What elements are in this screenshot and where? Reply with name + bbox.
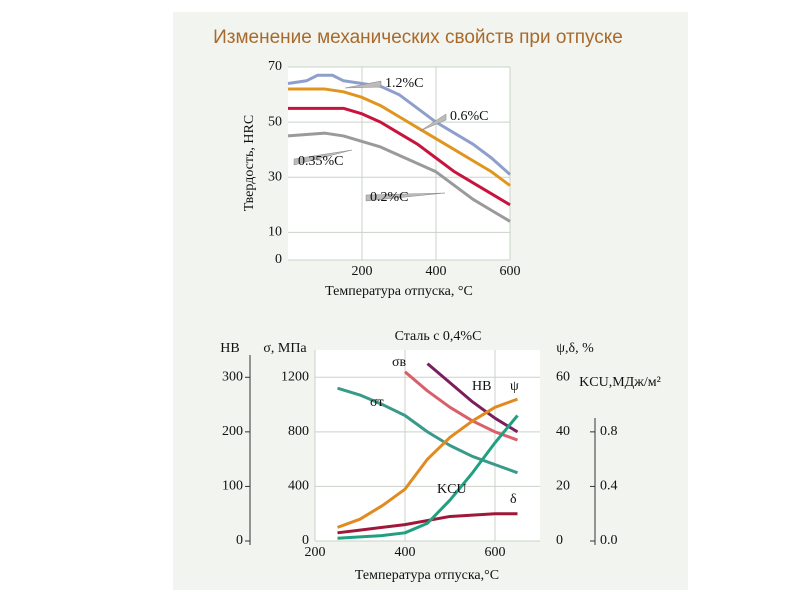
series-label: 0.35%C xyxy=(298,154,344,169)
chart-title: Сталь с 0,4%С xyxy=(395,329,482,344)
y-tick-label: 0 xyxy=(556,533,563,548)
series-line xyxy=(404,370,519,442)
series-label: 0.2%C xyxy=(370,190,409,205)
series-label: 1.2%C xyxy=(385,76,424,91)
series-line xyxy=(287,131,511,223)
x-tick-label: 200 xyxy=(352,264,373,279)
series-line xyxy=(337,512,518,535)
series-label: HB xyxy=(472,379,491,394)
series-label: σв xyxy=(392,355,407,370)
y-tick-label: 800 xyxy=(288,424,309,439)
series-line xyxy=(336,397,519,529)
y-axis-label: ψ,δ, % xyxy=(556,341,594,356)
y-tick-label: 300 xyxy=(222,370,243,385)
series-label: 0.6%C xyxy=(450,109,489,124)
x-tick-label: 400 xyxy=(395,545,416,560)
series-label: KCU xyxy=(437,482,467,497)
series-line xyxy=(337,414,519,540)
label-pointer xyxy=(365,192,446,202)
y-tick-label: 0 xyxy=(236,533,243,548)
x-tick-label: 200 xyxy=(305,545,326,560)
label-pointer xyxy=(344,80,382,89)
x-tick-label: 600 xyxy=(485,545,506,560)
y-tick-label: 0 xyxy=(302,533,309,548)
y-tick-label: 30 xyxy=(268,170,282,185)
y-tick-label: 70 xyxy=(268,59,282,74)
series-line xyxy=(287,73,511,176)
plot-area xyxy=(315,350,540,541)
series-line xyxy=(288,106,511,207)
y-tick-label: 0 xyxy=(275,252,282,267)
series-line xyxy=(426,362,519,434)
x-tick-label: 600 xyxy=(500,264,521,279)
series-label: δ xyxy=(510,492,517,507)
x-axis-label: Температура отпуска,°С xyxy=(355,568,499,583)
y-tick-label: 100 xyxy=(222,479,243,494)
y-axis-label: σ, МПа xyxy=(263,341,307,356)
x-axis-label: Температура отпуска, °C xyxy=(325,284,473,299)
figure-title: Изменение механических свойств при отпус… xyxy=(213,27,623,48)
series-line xyxy=(288,87,511,187)
y-tick-label: 10 xyxy=(268,225,282,240)
y-tick-label: 60 xyxy=(556,370,570,385)
series-line xyxy=(337,386,519,475)
y-axis-label: KCU,МДж/м² xyxy=(579,375,661,390)
y-tick-label: 0.0 xyxy=(600,533,618,548)
y-tick-label: 0.8 xyxy=(600,424,618,439)
y-tick-label: 400 xyxy=(288,479,309,494)
y-tick-label: 40 xyxy=(556,424,570,439)
series-label: ψ xyxy=(510,379,519,394)
y-axis-label: HB xyxy=(220,341,239,356)
y-tick-label: 200 xyxy=(222,424,243,439)
y-tick-label: 0.4 xyxy=(600,479,618,494)
x-tick-label: 400 xyxy=(426,264,447,279)
label-pointer xyxy=(293,149,353,166)
y-tick-label: 20 xyxy=(556,479,570,494)
label-pointer xyxy=(419,113,447,132)
y-tick-label: 1200 xyxy=(281,370,309,385)
y-axis-label: Твердость, HRC xyxy=(242,115,257,211)
series-label: σт xyxy=(370,395,384,410)
y-tick-label: 50 xyxy=(268,114,282,129)
plot-area xyxy=(288,67,510,260)
